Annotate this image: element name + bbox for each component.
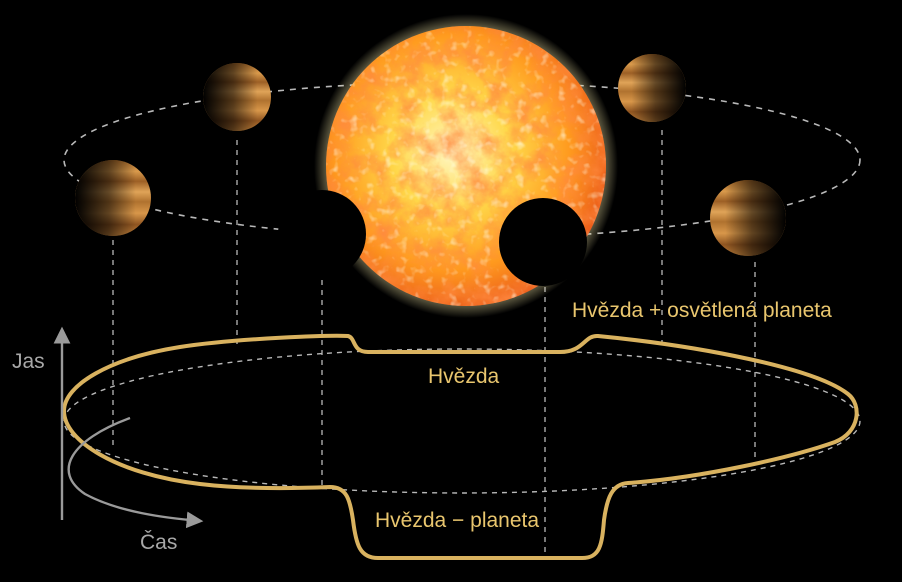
label-star: Hvězda <box>428 365 500 388</box>
planet-transit-silhouette <box>499 198 587 286</box>
label-star-plus-lit-planet: Hvězda + osvětlená planeta <box>572 299 832 322</box>
x-axis-label: Čas <box>140 531 178 554</box>
phase-guide-lines <box>112 130 756 560</box>
curved-arrow-icon <box>67 416 204 529</box>
planet-back-left <box>203 63 271 131</box>
planet-right <box>710 180 786 256</box>
light-curve-baseline <box>63 348 861 494</box>
y-axis-label: Jas <box>12 350 45 373</box>
label-star-minus-planet: Hvězda − planeta <box>375 509 540 532</box>
planet-left <box>75 160 151 236</box>
light-curve <box>62 333 859 560</box>
planet-back-right <box>618 54 686 122</box>
planet-front-left-silhouette <box>278 190 366 278</box>
